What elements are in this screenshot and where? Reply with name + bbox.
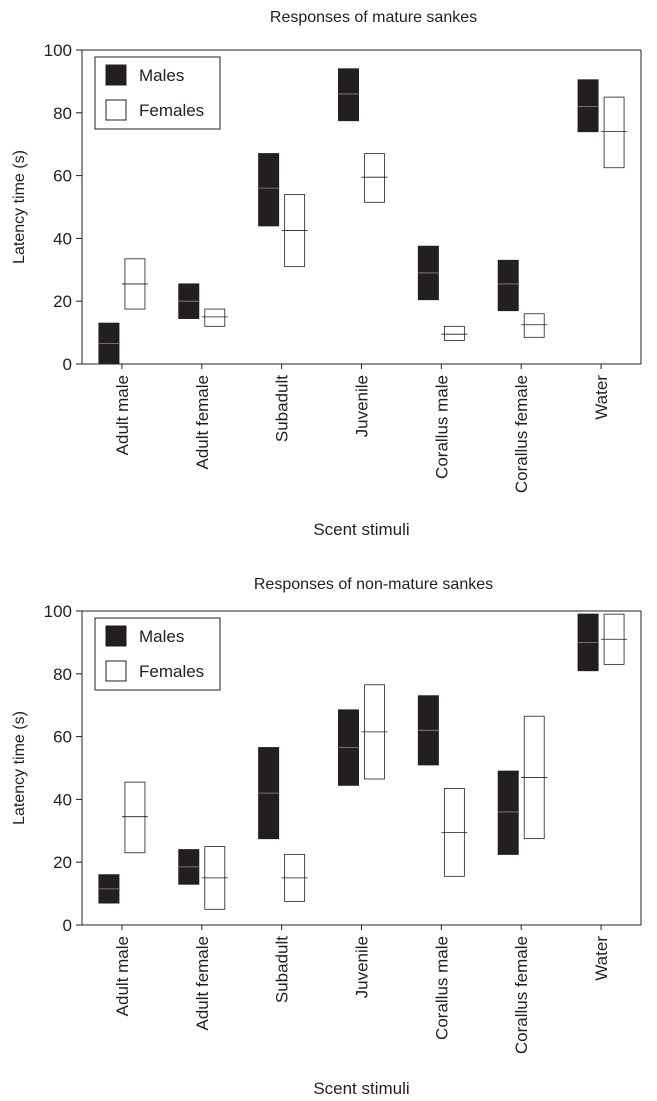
y-tick-label: 20 (53, 853, 72, 872)
legend-swatch-males (105, 625, 127, 647)
y-tick-label: 100 (44, 41, 72, 60)
female-box (204, 308, 226, 327)
y-tick-label: 0 (63, 355, 72, 374)
y-tick-label: 80 (53, 665, 72, 684)
y-tick-label: 20 (53, 292, 72, 311)
legend-swatch-females (105, 99, 127, 121)
y-axis-label: Latency time (s) (11, 150, 28, 264)
x-tick-label: Corallus female (512, 936, 531, 1054)
x-axis-label: Scent stimuli (313, 520, 409, 539)
x-tick-label: Corallus female (512, 375, 531, 493)
x-tick-label: Subadult (273, 375, 292, 442)
y-tick-label: 100 (44, 602, 72, 621)
male-box (338, 68, 359, 122)
y-tick-label: 40 (53, 790, 72, 809)
female-box (124, 781, 146, 854)
x-tick-label: Subadult (273, 936, 292, 1003)
x-tick-label: Water (592, 375, 611, 420)
x-tick-label: Adult male (113, 936, 132, 1016)
legend-label-females: Females (139, 101, 204, 120)
legend-swatch-females (105, 660, 127, 682)
y-axis-label: Latency time (s) (11, 711, 28, 825)
legend-label-males: Males (139, 627, 184, 646)
female-box (523, 313, 545, 338)
male-box (497, 770, 519, 855)
male-box (258, 153, 280, 227)
x-tick-label: Juvenile (353, 375, 372, 437)
legend-label-females: Females (139, 662, 204, 681)
x-tick-label: Corallus male (432, 375, 451, 479)
female-box (443, 325, 465, 341)
x-tick-label: Adult male (113, 375, 132, 455)
x-tick-label: Adult female (193, 936, 212, 1031)
legend-label-males: Males (139, 66, 184, 85)
y-tick-label: 40 (53, 229, 72, 248)
y-tick-label: 60 (53, 167, 72, 186)
x-tick-label: Corallus male (432, 936, 451, 1040)
x-tick-label: Water (592, 936, 611, 981)
y-tick-label: 0 (63, 916, 72, 935)
male-box (497, 259, 519, 312)
chart-title: Responses of mature sankes (270, 9, 477, 26)
male-box (577, 79, 599, 133)
chart-title: Responses of non-mature sankes (254, 576, 493, 593)
y-tick-label: 80 (53, 104, 72, 123)
x-tick-label: Adult female (193, 375, 212, 470)
x-axis-label: Scent stimuli (313, 1079, 409, 1098)
female-box (364, 153, 385, 203)
y-tick-label: 60 (53, 728, 72, 747)
x-tick-label: Juvenile (353, 936, 372, 998)
legend-swatch-males (105, 64, 127, 86)
female-box (603, 96, 625, 169)
